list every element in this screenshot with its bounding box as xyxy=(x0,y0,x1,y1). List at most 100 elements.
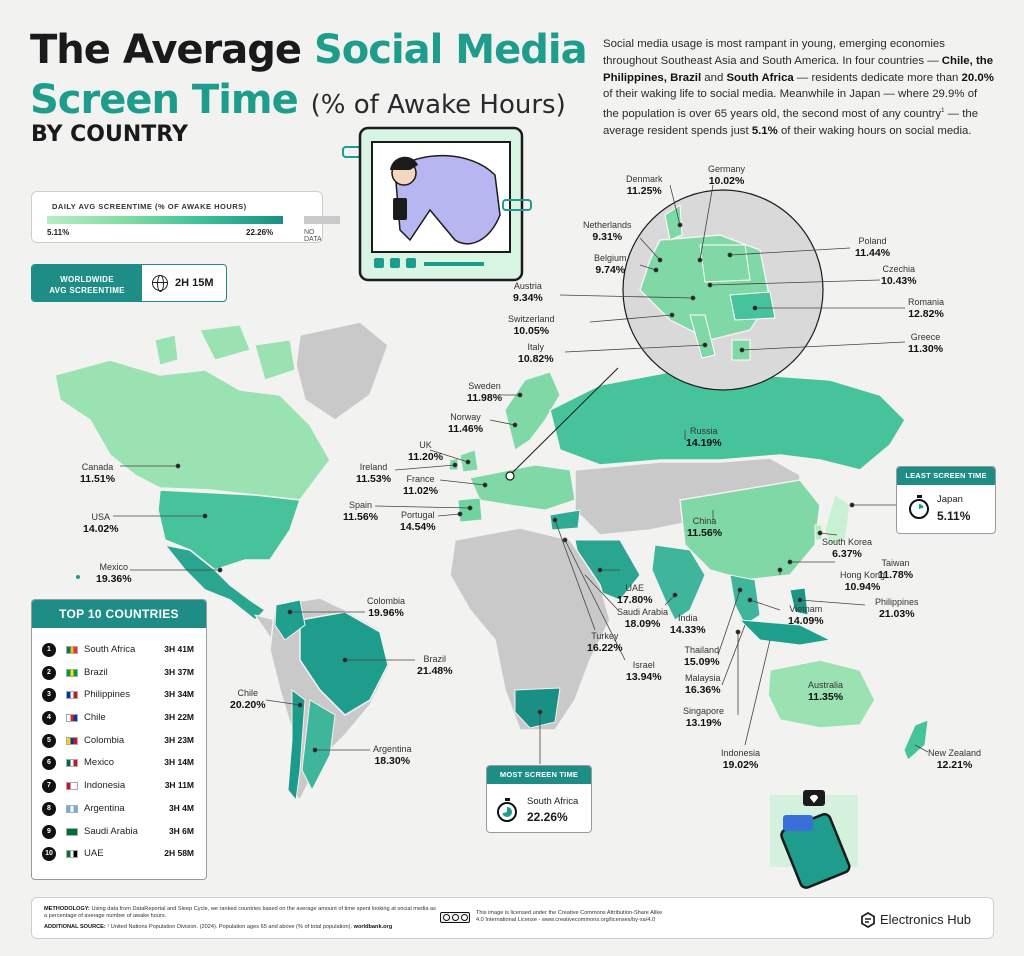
top10-time: 3H 4M xyxy=(168,802,194,813)
label-italy: Italy 10.82% xyxy=(518,342,554,366)
country-value: 11.98% xyxy=(467,392,503,404)
rank-badge: 4 xyxy=(42,711,56,726)
flag-icon xyxy=(66,782,78,791)
turkey-shape xyxy=(549,509,581,531)
rank-badge: 7 xyxy=(42,779,56,794)
top10-row: 8 Argentina 3H 4M xyxy=(32,798,206,821)
europe-shape xyxy=(469,464,576,511)
country-name: Taiwan xyxy=(881,558,910,568)
country-value: 11.02% xyxy=(403,485,439,497)
label-taiwan: Taiwan 11.78% xyxy=(878,558,913,582)
label-china: China 11.56% xyxy=(687,516,722,540)
country-name: Denmark xyxy=(626,174,663,184)
country-value: 11.20% xyxy=(408,451,444,463)
japan-shape xyxy=(824,494,851,546)
top10-time: 3H 34M xyxy=(164,689,194,700)
country-value: 11.30% xyxy=(908,343,944,355)
title-part-dark: The Average xyxy=(30,27,302,73)
country-name: Turkey xyxy=(591,631,619,641)
least-country: Japan xyxy=(937,494,963,505)
country-name: Brazil xyxy=(423,654,447,664)
label-argentina: Argentina 18.30% xyxy=(373,744,412,768)
flag-icon xyxy=(66,827,78,836)
source-link: worldbank.org xyxy=(353,924,393,930)
top10-country: Saudi Arabia xyxy=(84,825,138,837)
flag-icon xyxy=(66,668,78,677)
country-value: 11.25% xyxy=(626,185,662,197)
top10-time: 3H 14M xyxy=(164,757,194,768)
title-part-teal: Social Media xyxy=(313,27,588,73)
title-line-2: Screen Time (% of Awake Hours) xyxy=(30,80,566,120)
label-new-zealand: New Zealand 12.21% xyxy=(928,748,981,772)
label-belgium: Belgium 9.74% xyxy=(594,253,627,277)
globe-icon xyxy=(152,275,168,292)
country-value: 10.43% xyxy=(881,275,917,287)
country-value: 14.54% xyxy=(400,521,436,533)
least-screen-time-box: LEAST SCREEN TIME Japan 5.11% xyxy=(896,466,996,534)
worldwide-avg-box: WORLDWIDE AVG SCREENTIME 2H 15M xyxy=(31,264,227,302)
source-text: ¹ United Nations Population Division. (2… xyxy=(105,924,354,930)
country-value: 10.02% xyxy=(708,175,745,187)
rank-badge: 5 xyxy=(42,733,56,748)
top-10-countries: TOP 10 COUNTRIES 1 South Africa 3H 41M 2 Br… xyxy=(31,599,207,880)
title-line-3: BY COUNTRY xyxy=(31,122,188,147)
least-header: LEAST SCREEN TIME xyxy=(897,467,995,485)
leader-lines xyxy=(113,184,929,764)
country-name: Australia xyxy=(808,680,844,690)
label-south-korea: South Korea 6.37% xyxy=(822,537,872,561)
country-name: Vietnam xyxy=(789,604,823,614)
country-name: France xyxy=(406,474,435,484)
country-value: 21.48% xyxy=(417,665,453,677)
top10-row: 10 UAE 2H 58M xyxy=(32,843,206,866)
country-name: China xyxy=(692,516,717,526)
legend: DAILY AVG SCREENTIME (% OF AWAKE HOURS) … xyxy=(31,191,340,243)
country-name: Singapore xyxy=(683,706,725,716)
country-value: 6.37% xyxy=(832,548,862,560)
license-note: This image is licensed under the Creativ… xyxy=(476,910,676,924)
methodology-note: METHODOLOGY: Using data from DataReporta… xyxy=(44,906,439,920)
flag-icon xyxy=(66,850,78,859)
brand-name: Electronics Hub xyxy=(880,912,972,927)
top10-row: 1 South Africa 3H 41M xyxy=(32,639,206,662)
country-value: 10.82% xyxy=(518,353,554,365)
country-name: UAE xyxy=(625,583,645,593)
indonesia-shape xyxy=(738,619,832,646)
china-shape xyxy=(679,479,821,581)
country-name: Poland xyxy=(858,236,887,246)
country-name: Argentina xyxy=(373,744,412,754)
label-indonesia: Indonesia 19.02% xyxy=(721,748,760,772)
top10-time: 3H 11M xyxy=(164,780,194,791)
country-name: Netherlands xyxy=(583,220,632,230)
label-sweden: Sweden 11.98% xyxy=(467,381,502,405)
top10-row: 6 Mexico 3H 14M xyxy=(32,752,206,775)
label-malaysia: Malaysia 16.36% xyxy=(685,673,721,697)
rank-badge: 1 xyxy=(42,643,56,657)
top10-list: 1 South Africa 3H 41M 2 Brazil 3H 37M 3 Phili… xyxy=(32,628,206,866)
source-note: ADDITIONAL SOURCE: ¹ United Nations Popu… xyxy=(44,924,392,930)
country-name: Portugal xyxy=(401,510,435,520)
top10-time: 3H 6M xyxy=(168,825,194,836)
intro-footnote: 1 xyxy=(941,108,945,115)
country-name: Israel xyxy=(632,660,655,670)
label-uae: UAE 17.80% xyxy=(617,583,653,607)
top10-country: South Africa xyxy=(84,644,136,655)
argentina-shape xyxy=(301,699,336,792)
country-name: Austria xyxy=(513,281,542,291)
canada-island xyxy=(154,334,179,366)
south-africa-shape xyxy=(514,687,561,729)
country-name: India xyxy=(678,613,698,623)
canada-island xyxy=(199,324,251,361)
least-value: 5.11% xyxy=(937,509,971,523)
country-name: Colombia xyxy=(367,596,406,606)
top10-time: 3H 23M xyxy=(164,734,194,745)
top10-country: Argentina xyxy=(84,802,125,814)
country-name: Canada xyxy=(81,462,114,472)
methodology-text: Using data from DataReportal and Sleep C… xyxy=(44,906,436,919)
country-name: Sweden xyxy=(468,381,501,391)
footer: METHODOLOGY: Using data from DataReporta… xyxy=(31,897,994,939)
country-value: 16.22% xyxy=(587,642,623,654)
intro-bold: South Africa xyxy=(726,71,794,84)
legend-gradient-bar xyxy=(47,216,283,224)
greenland xyxy=(295,321,389,421)
country-value: 14.09% xyxy=(788,615,824,627)
